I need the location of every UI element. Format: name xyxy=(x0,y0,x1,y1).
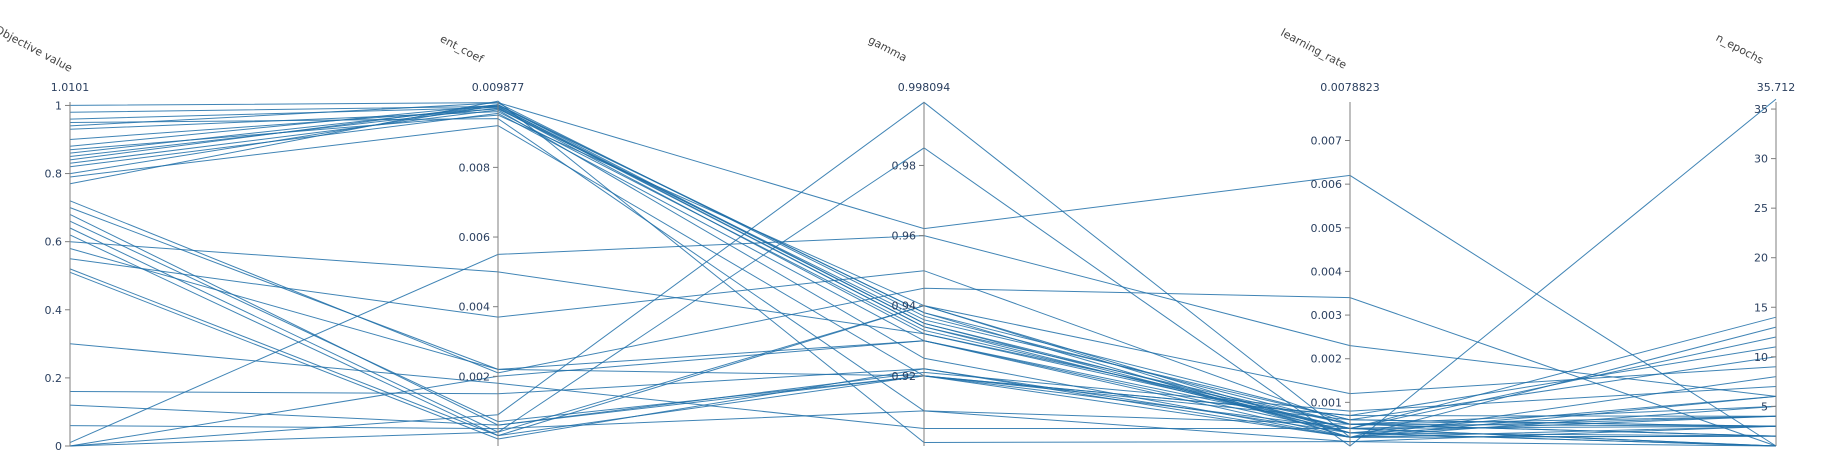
tick-label: 0.92 xyxy=(892,370,917,383)
tick-label: 25 xyxy=(1754,202,1768,215)
tick-label: 0.002 xyxy=(1311,353,1343,366)
axis-title: n_epochs xyxy=(1714,31,1766,67)
axis-gamma[interactable]: gamma 0.998094 0.92 0.94 0.96 0.98 xyxy=(866,33,950,446)
trial-line xyxy=(69,200,1777,447)
tick-label: 30 xyxy=(1754,153,1768,166)
tick-label: 0.2 xyxy=(45,372,63,385)
axis-learning_rate[interactable]: learning_rate 0.0078823 0.001 0.002 0.003 0.0… xyxy=(1278,26,1380,446)
trial-line xyxy=(69,271,1777,447)
trial-line xyxy=(69,104,1777,427)
trial-line xyxy=(69,107,1777,430)
trial-line xyxy=(69,98,1777,447)
axis-max-label: 0.0078823 xyxy=(1320,81,1380,94)
trial-line xyxy=(69,102,1777,437)
trial-lines xyxy=(69,98,1777,447)
tick-label: 0.005 xyxy=(1311,222,1343,235)
tick-label: 20 xyxy=(1754,252,1768,265)
tick-label: 0.004 xyxy=(1311,265,1343,278)
axes: Objective value 1.0101 0 0.2 0.4 0.6 0.8 1 ent_c… xyxy=(0,23,1795,450)
axis-objective[interactable]: Objective value 1.0101 0 0.2 0.4 0.6 0.8 1 xyxy=(0,23,89,450)
trial-line xyxy=(69,112,1777,447)
tick-label: 0.008 xyxy=(459,161,491,174)
trial-line xyxy=(69,248,1777,447)
trial-line xyxy=(69,114,1777,434)
axis-title: learning_rate xyxy=(1278,26,1349,72)
axis-max-label: 35.712 xyxy=(1757,81,1796,94)
trial-line xyxy=(69,234,1777,438)
tick-label: 35 xyxy=(1754,103,1768,116)
tick-label: 0.4 xyxy=(45,304,63,317)
tick-label: 0.006 xyxy=(459,231,491,244)
axis-title: Objective value xyxy=(0,23,75,75)
tick-label: 0.8 xyxy=(45,168,63,181)
tick-label: 0.002 xyxy=(459,370,491,383)
tick-label: 0.003 xyxy=(1311,309,1343,322)
tick-label: 0.6 xyxy=(45,236,63,249)
tick-label: 1 xyxy=(55,99,62,112)
axis-title: ent_coef xyxy=(438,32,487,66)
trial-line xyxy=(69,111,1777,430)
trial-line xyxy=(69,235,1777,444)
axis-max-label: 0.998094 xyxy=(898,81,951,94)
trial-line xyxy=(69,106,1777,437)
axis-max-label: 0.009877 xyxy=(472,81,525,94)
tick-label: 10 xyxy=(1754,351,1768,364)
axis-title: gamma xyxy=(866,33,909,64)
tick-label: 0.98 xyxy=(892,159,917,172)
tick-label: 0.94 xyxy=(892,300,917,313)
tick-label: 5 xyxy=(1761,400,1768,413)
trial-line xyxy=(69,220,1777,430)
trial-line xyxy=(69,108,1777,427)
axis-max-label: 1.0101 xyxy=(51,81,90,94)
tick-label: 0.007 xyxy=(1311,135,1343,148)
tick-label: 0.006 xyxy=(1311,178,1343,191)
tick-label: 0 xyxy=(55,440,62,450)
tick-label: 0.001 xyxy=(1311,396,1343,409)
trial-line xyxy=(69,125,1777,438)
tick-label: 15 xyxy=(1754,301,1768,314)
tick-label: 0.96 xyxy=(892,230,917,243)
tick-label: 0.004 xyxy=(459,301,491,314)
